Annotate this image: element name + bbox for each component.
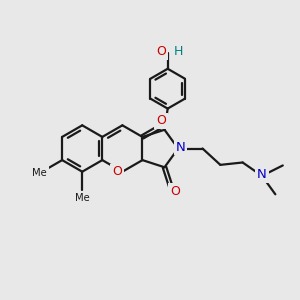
Text: Me: Me: [32, 168, 47, 178]
Text: H: H: [173, 45, 183, 58]
Text: N: N: [257, 168, 267, 181]
Text: O: O: [112, 165, 122, 178]
Text: O: O: [170, 185, 180, 198]
Text: O: O: [156, 114, 166, 128]
Text: N: N: [176, 140, 185, 154]
Text: O: O: [156, 45, 166, 58]
Text: Me: Me: [75, 193, 90, 203]
